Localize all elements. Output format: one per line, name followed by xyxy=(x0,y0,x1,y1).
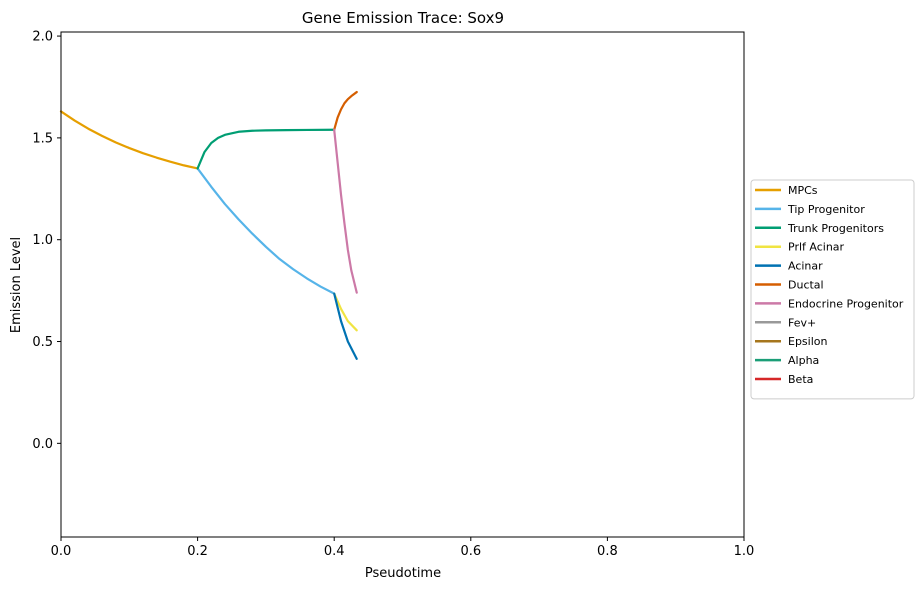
x-tick-label: 0.6 xyxy=(460,544,481,559)
legend-entry: Alpha xyxy=(788,354,819,367)
legend-entry: Beta xyxy=(788,373,813,386)
legend-entry: Tip Progenitor xyxy=(787,203,865,216)
x-axis-label: Pseudotime xyxy=(365,566,441,581)
legend-frame xyxy=(750,179,915,400)
y-tick-label: 0.5 xyxy=(32,335,53,350)
y-tick-label: 0.0 xyxy=(32,437,53,452)
series-line-mpcs xyxy=(59,110,199,170)
plot-lines xyxy=(59,90,358,360)
legend: MPCs Tip Progenitor Trunk Progenitors Prlf … xyxy=(750,179,915,400)
legend-entry: Epsilon xyxy=(788,335,828,348)
series-line-tip-progenitor xyxy=(196,167,336,295)
legend-entry: MPCs xyxy=(788,184,818,197)
x-tick-label: 0.0 xyxy=(51,544,72,559)
legend-entry: Acinar xyxy=(788,260,823,273)
x-tick-label: 0.2 xyxy=(187,544,208,559)
legend-entry: Endocrine Progenitor xyxy=(788,297,904,310)
y-tick-label: 2.0 xyxy=(32,30,53,45)
y-tick-label: 1.5 xyxy=(32,131,53,146)
series-line-ductal xyxy=(333,90,358,131)
legend-entry: Ductal xyxy=(788,279,824,292)
x-tick-label: 0.4 xyxy=(324,544,345,559)
series-line-prlf-acinar xyxy=(333,292,358,332)
y-tick-label: 1.0 xyxy=(32,233,53,248)
plot-frame xyxy=(60,31,745,538)
legend-entry: Fev+ xyxy=(788,316,816,329)
series-line-endocrine-progenitor xyxy=(333,128,358,294)
legend-entry: Trunk Progenitors xyxy=(787,222,884,235)
y-axis: 0.0 0.5 1.0 1.5 2.0 xyxy=(32,30,61,452)
y-axis-label: Emission Level xyxy=(9,237,24,333)
x-tick-label: 1.0 xyxy=(734,544,755,559)
legend-entry: Prlf Acinar xyxy=(788,241,845,254)
series-line-trunk-progenitors xyxy=(196,128,336,170)
x-axis: 0.0 0.2 0.4 0.6 0.8 1.0 xyxy=(51,537,755,559)
x-tick-label: 0.8 xyxy=(597,544,618,559)
series-line-acinar xyxy=(333,292,358,360)
chart-title: Gene Emission Trace: Sox9 xyxy=(302,9,504,27)
